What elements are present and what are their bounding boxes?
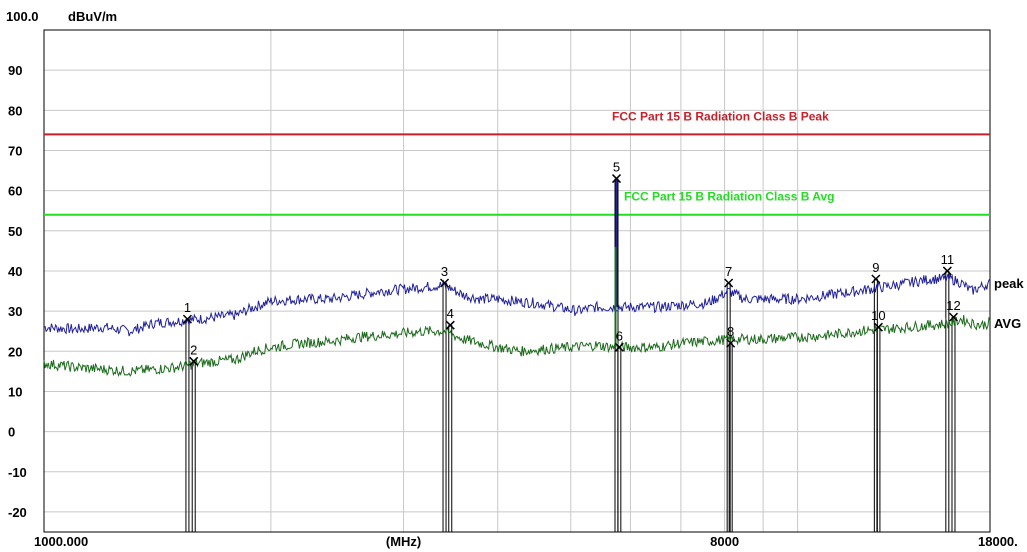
x-tick-label: (MHz) [386, 534, 421, 549]
y-top-label: 100.0 [6, 9, 39, 24]
marker-x [611, 174, 622, 184]
y-tick-label: 20 [8, 344, 22, 359]
marker-label: 12 [946, 298, 960, 313]
marker-label: 10 [871, 308, 885, 323]
y-tick-label: -10 [8, 465, 27, 480]
x-tick-label: 8000 [710, 534, 739, 549]
marker-x [440, 278, 450, 288]
plot-frame [43, 29, 991, 533]
y-tick-label: 80 [8, 103, 22, 118]
marker-label: 7 [725, 264, 732, 279]
x-tick-label: 18000. [978, 534, 1018, 549]
marker-label: 11 [941, 252, 955, 267]
trace-peak [43, 273, 991, 337]
y-tick-label: 10 [8, 384, 22, 399]
marker-label: 2 [190, 342, 197, 357]
y-tick-label: 0 [8, 425, 15, 440]
trace-lines [43, 178, 991, 378]
marker-x [871, 274, 881, 284]
marker-x [189, 356, 199, 366]
series-label-peak: peak [994, 276, 1024, 291]
marker-x [445, 320, 455, 330]
y-tick-label: -20 [8, 505, 27, 520]
y-tick-label: 70 [8, 143, 22, 158]
marker-x [726, 338, 736, 348]
limit-label: FCC Part 15 B Radiation Class B Peak [612, 109, 829, 123]
y-tick-labels: 90 80 70 60 50 40 30 20 10 0 -10 -20 [8, 63, 27, 520]
series-label-avg: AVG [994, 316, 1021, 331]
x-tick-labels: 1000.000 (MHz) 8000 18000. [34, 534, 1018, 549]
y-tick-label: 50 [8, 224, 22, 239]
marker-x [942, 266, 952, 276]
y-unit-label: dBuV/m [68, 9, 117, 24]
series-labels: peak AVG [994, 276, 1024, 331]
marker-x [948, 312, 959, 322]
trace-avg [43, 314, 991, 378]
y-tick-label: 40 [8, 264, 22, 279]
marker-x [614, 342, 624, 352]
limit-label: FCC Part 15 B Radiation Class B Avg [624, 190, 835, 204]
y-tick-label: 30 [8, 304, 22, 319]
marker-label: 1 [184, 300, 191, 315]
y-tick-label: 60 [8, 184, 22, 199]
marker-stems [185, 178, 956, 532]
marker-label: 5 [613, 160, 620, 175]
limit-lines: FCC Part 15 B Radiation Class B Peak FCC … [44, 109, 990, 216]
x-tick-label: 1000.000 [34, 534, 88, 549]
marker-x [724, 278, 734, 288]
marker-label: 8 [727, 324, 734, 339]
marker-label: 4 [447, 306, 454, 321]
marker-x [873, 322, 883, 332]
marker-label: 9 [872, 260, 879, 275]
marker-x [182, 314, 192, 324]
marker-label: 6 [616, 328, 623, 343]
marker-label: 3 [441, 264, 448, 279]
y-tick-label: 90 [8, 63, 22, 78]
